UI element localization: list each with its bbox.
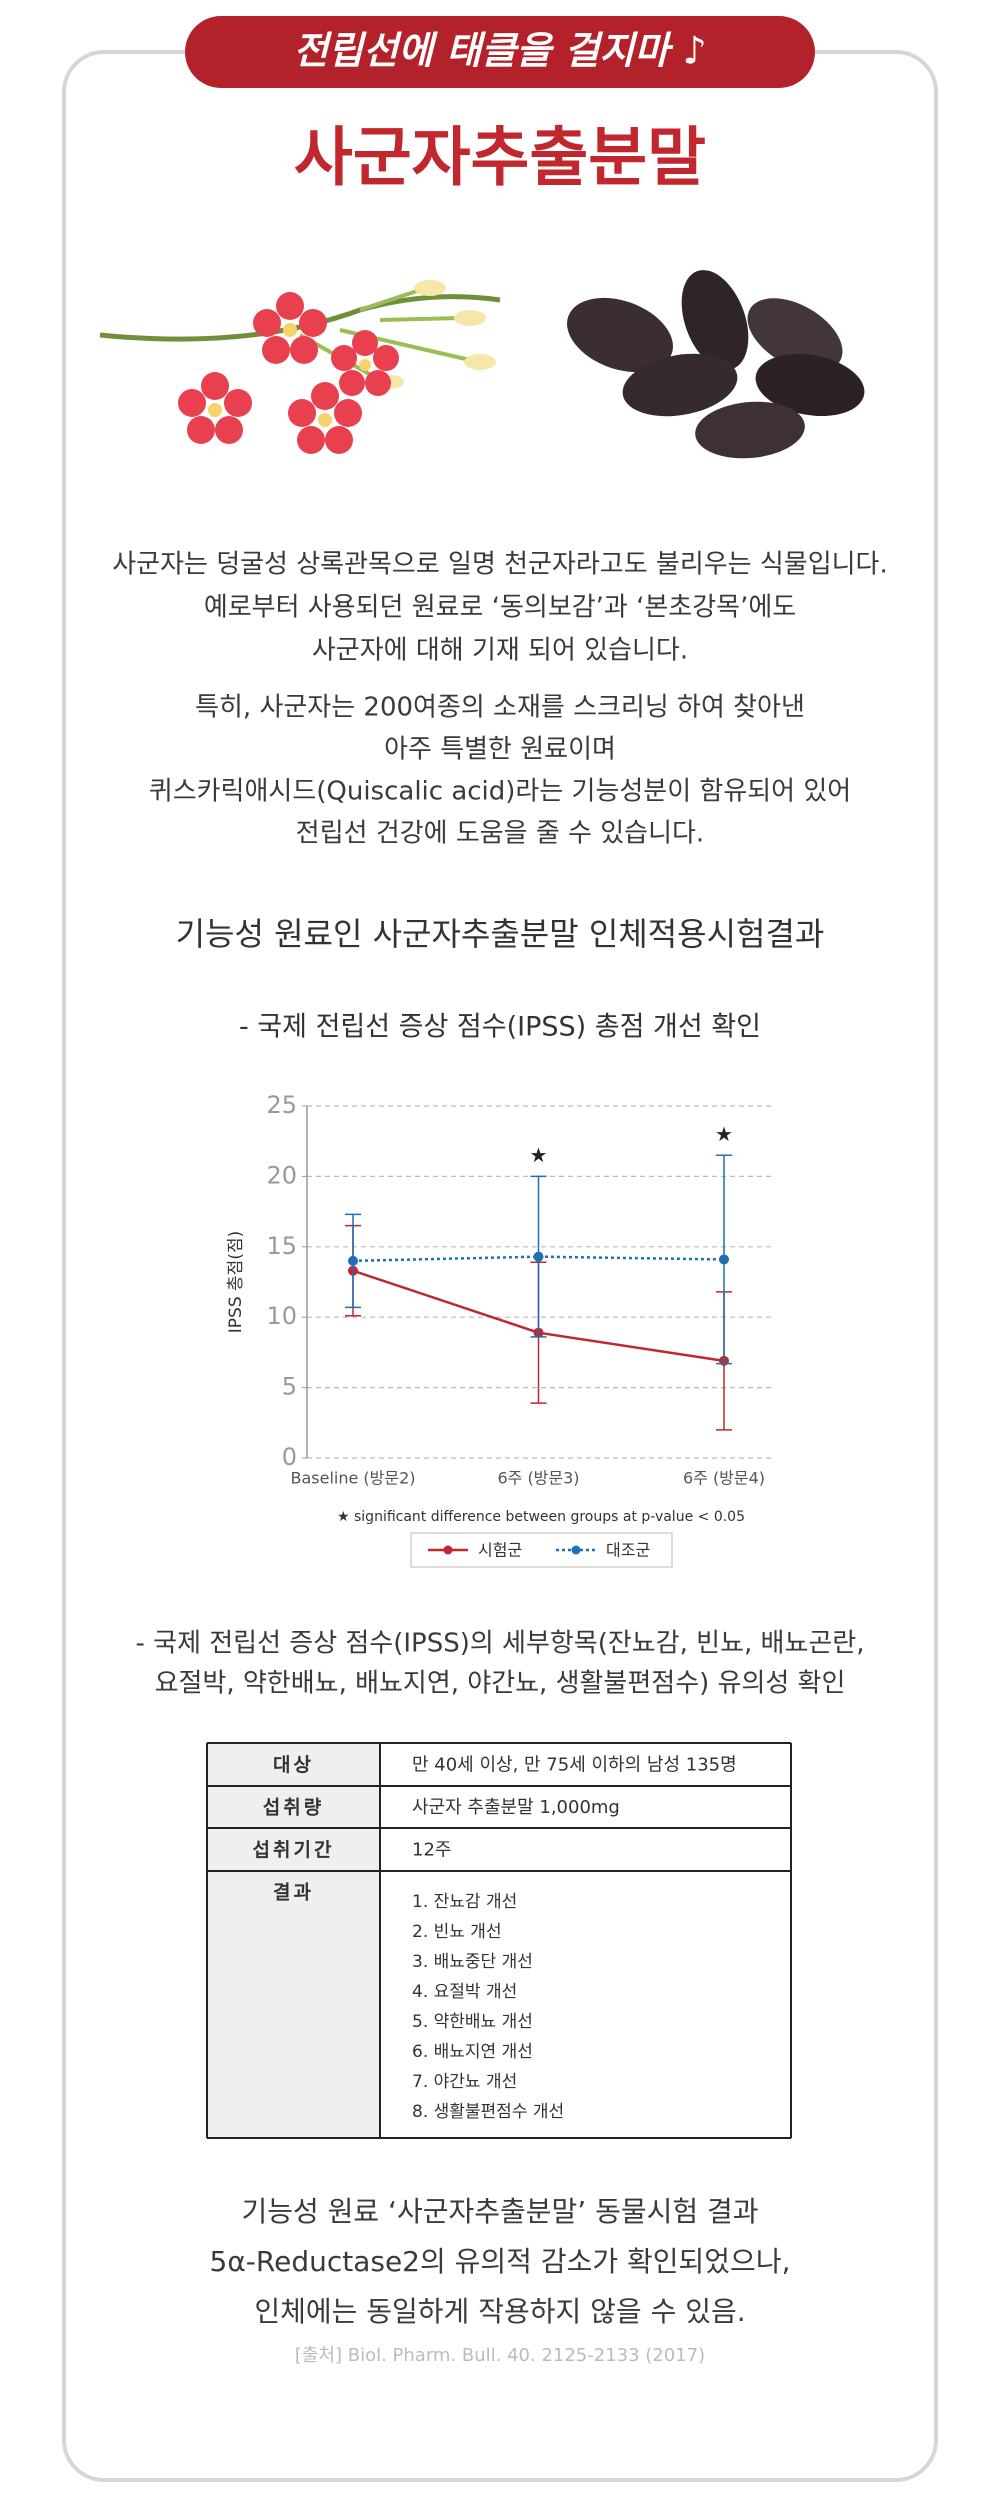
table-value: 만 40세 이상, 만 75세 이하의 남성 135명: [412, 1755, 737, 1776]
point: [348, 1255, 358, 1266]
result-item: 4. 요절박 개선: [412, 1982, 517, 2002]
legend-label: 시험군: [478, 1541, 522, 1560]
footer-line: 5α-Reductase2의 유의적 감소가 확인되었으나,: [210, 2245, 791, 2278]
source: [출처] Biol. Pharm. Bull. 40. 2125-2133 (2…: [295, 2345, 705, 2366]
series-line: [352, 1255, 725, 1263]
y-tick-label: 25: [266, 1091, 297, 1119]
intro-line: 사군자는 덩굴성 상록관목으로 일명 천군자라고도 불리우는 식물입니다.: [112, 550, 887, 580]
seed-illustration: [567, 270, 865, 459]
label-column: [207, 1743, 380, 2138]
table-label: 섭취기간: [253, 1839, 335, 1861]
banner-text: 전립선에 태클을 걸지마 ♪: [293, 29, 707, 73]
table-label: 대상: [273, 1754, 314, 1776]
y-tick-label: 10: [266, 1302, 297, 1330]
result-item: 5. 약한배뇨 개선: [412, 2012, 533, 2032]
intro-line: 예로부터 사용되던 원료로 ‘동의보감’과 ‘본초강목’에도: [204, 593, 796, 623]
y-tick-label: 5: [282, 1373, 297, 1401]
y-tick-label: 15: [266, 1232, 297, 1260]
intro-line: 전립선 건강에 도움을 줄 수 있습니다.: [296, 819, 704, 849]
result-item: 3. 배뇨중단 개선: [412, 1952, 533, 1972]
result-item: 7. 야간뇨 개선: [412, 2072, 517, 2092]
title: 사군자추출분말: [294, 122, 706, 196]
significance-marker: ★: [715, 1122, 733, 1146]
point: [533, 1251, 544, 1262]
table-value: 사군자 추출분말 1,000mg: [412, 1797, 620, 1818]
legend-label: 대조군: [606, 1541, 650, 1560]
chart: 0 5 10 15 20 25 IPSS 총점(점) Baseline (방문2) 6주 (방문…: [226, 1091, 775, 1568]
chart-subtitle: - 국제 전립선 증상 점수(IPSS) 총점 개선 확인: [239, 1012, 761, 1043]
intro-line: 사군자에 대해 기재 되어 있습니다.: [312, 636, 688, 666]
intro-line: 특히, 사군자는 200여종의 소재를 스크리닝 하여 찾아낸: [195, 693, 805, 723]
result-item: 2. 빈뇨 개선: [412, 1922, 502, 1942]
footer-line: 기능성 원료 ‘사군자추출분말’ 동물시험 결과: [241, 2195, 758, 2228]
x-tick-label: 6주 (방문4): [683, 1469, 765, 1488]
x-tick-label: Baseline (방문2): [290, 1469, 415, 1488]
detail-subtitle: - 국제 전립선 증상 점수(IPSS)의 세부항목(잔뇨감, 빈뇨, 배뇨곤란…: [136, 1629, 865, 1699]
legend-dot: [443, 1545, 453, 1555]
intro-line: 퀴스카릭애시드(Quiscalic acid)라는 기능성분이 함유되어 있어: [149, 777, 851, 807]
result-item: 8. 생활불편점수 개선: [412, 2102, 564, 2122]
detail-line: 요절박, 약한배뇨, 배뇨지연, 야간뇨, 생활불편점수) 유의성 확인: [155, 1669, 846, 1699]
point: [719, 1254, 729, 1265]
section-title: 기능성 원료인 사군자추출분말 인체적용시험결과: [176, 915, 825, 953]
significance-marker: ★: [530, 1143, 548, 1167]
table-value: 12주: [412, 1840, 451, 1861]
detail-line: - 국제 전립선 증상 점수(IPSS)의 세부항목(잔뇨감, 빈뇨, 배뇨곤란…: [136, 1629, 865, 1659]
table-label: 섭취량: [263, 1797, 324, 1819]
y-tick-label: 0: [282, 1443, 297, 1471]
result-item: 6. 배뇨지연 개선: [412, 2042, 533, 2062]
y-axis-label: IPSS 총점(점): [226, 1231, 246, 1333]
intro: 사군자는 덩굴성 상록관목으로 일명 천군자라고도 불리우는 식물입니다. 예로부…: [112, 550, 887, 849]
y-tick-label: 20: [266, 1161, 297, 1189]
result-item: 1. 잔뇨감 개선: [412, 1892, 517, 1912]
table-label: 결과: [273, 1882, 314, 1904]
flower-illustration: [99, 280, 501, 454]
intro-line: 아주 특별한 원료이며: [384, 735, 616, 765]
footnote: ★ significant difference between groups …: [337, 1509, 745, 1525]
footer-line: 인체에는 동일하게 작용하지 않을 수 있음.: [254, 2295, 745, 2328]
legend-dot: [571, 1545, 581, 1555]
x-tick-label: 6주 (방문3): [497, 1469, 579, 1488]
footer: 기능성 원료 ‘사군자추출분말’ 동물시험 결과 5α-Reductase2의 유…: [210, 2195, 791, 2328]
banner-pill: [185, 16, 815, 88]
